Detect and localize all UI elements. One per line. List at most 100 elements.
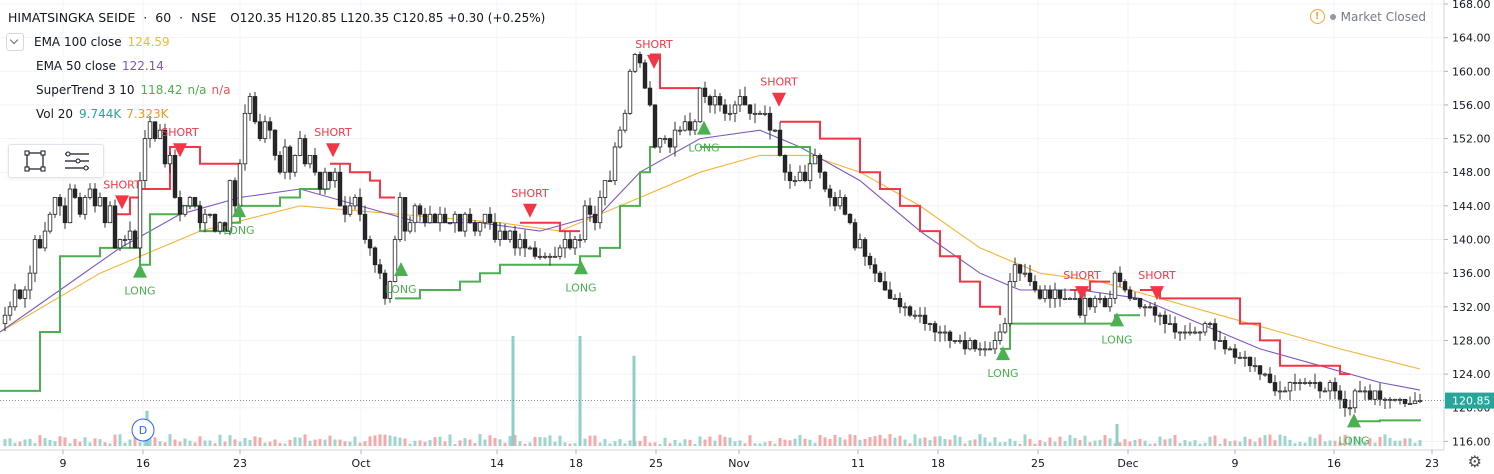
candle-body: [1142, 306, 1148, 309]
volume-bar: [1118, 442, 1122, 446]
volume-bar: [43, 438, 47, 446]
rectangle-select-icon[interactable]: [19, 147, 51, 175]
gear-icon[interactable]: ⚙: [1467, 452, 1482, 471]
candle-body: [1267, 373, 1273, 383]
high-value: 120.85: [294, 11, 337, 25]
price-tick-label: 116.00: [1452, 435, 1491, 448]
volume-bar: [1148, 443, 1152, 446]
time-tick-label: Oct: [351, 457, 371, 470]
price-axis: 168.00 164.00 160.00 156.00 152.00 148.00 144.…: [1443, 0, 1494, 474]
volume-bar: [783, 439, 787, 446]
volume-bar: [1338, 442, 1342, 446]
volume-bar: [848, 434, 852, 446]
collapse-chevron-icon[interactable]: [6, 33, 24, 51]
volume-bar: [1248, 439, 1252, 446]
candle-body: [657, 138, 663, 148]
candle-body: [1162, 314, 1168, 325]
volume-value-2: 7.323K: [126, 107, 169, 121]
volume-bar: [1068, 434, 1072, 446]
volume-bar: [1293, 443, 1297, 446]
candle-body: [487, 213, 493, 224]
candle-body: [1102, 297, 1108, 308]
supertrend-legend[interactable]: SuperTrend 3 10 118.42 n/a n/a: [36, 78, 545, 102]
volume-bar: [73, 439, 77, 446]
long-signal-icon: [697, 120, 711, 135]
short-signal-icon: [115, 195, 129, 210]
candle-body: [357, 197, 363, 215]
close-value: 120.85: [401, 11, 444, 25]
candle-body: [1367, 390, 1373, 400]
volume-bar: [188, 440, 192, 446]
candle-body: [627, 70, 633, 114]
candle-body: [1242, 356, 1248, 359]
candle-body: [632, 54, 638, 72]
ema100-legend[interactable]: EMA 100 close 124.59: [6, 30, 545, 54]
interval[interactable]: 60: [155, 10, 172, 25]
symbol-name[interactable]: HIMATSINGKA SEIDE: [8, 10, 136, 25]
volume-bar: [198, 436, 202, 446]
candle-body: [1202, 323, 1208, 333]
candle-body: [1217, 340, 1223, 342]
candle-body: [537, 255, 543, 258]
time-tick-label: 23: [233, 457, 247, 470]
candle-body: [707, 96, 713, 106]
candle-body: [577, 239, 583, 241]
candle-body: [1177, 331, 1183, 334]
candle-body: [1192, 331, 1198, 334]
volume-bar: [353, 436, 357, 446]
last-price-tag: [1445, 392, 1494, 409]
candle-body: [132, 230, 138, 249]
long-signal-icon: [1110, 312, 1124, 327]
supertrend-down-segment: [330, 162, 395, 199]
volume-bar: [493, 438, 497, 446]
volume-bar: [448, 434, 452, 446]
candle-body: [872, 264, 878, 274]
candle-body: [72, 188, 78, 198]
volume-bar: [523, 443, 527, 446]
candle-body: [127, 230, 133, 240]
volume-bar: [328, 435, 332, 446]
volume-legend[interactable]: Vol 20 9.744K 7.323K: [36, 102, 545, 126]
long-signal-icon: [996, 346, 1010, 361]
time-tick-label: 25: [1031, 457, 1045, 470]
candle-body: [762, 112, 768, 115]
candle-body: [432, 213, 438, 224]
candle-body: [1222, 340, 1228, 350]
candle-body: [212, 213, 218, 232]
candle-body: [277, 155, 283, 173]
candle-body: [907, 306, 913, 316]
drawing-list-icon[interactable]: [61, 147, 93, 175]
candle-body: [1012, 264, 1018, 282]
supertrend-na-2: n/a: [211, 83, 231, 97]
time-tick-label: 14: [490, 457, 504, 470]
candle-body: [1317, 382, 1323, 392]
candle-body: [402, 197, 408, 232]
volume-bar: [1053, 441, 1057, 446]
candle-body: [1282, 390, 1288, 393]
volume-bar: [1358, 436, 1362, 446]
candle-body: [462, 213, 468, 232]
volume-bar: [1093, 440, 1097, 446]
candle-body: [442, 213, 448, 224]
volume-bar: [543, 437, 547, 446]
candle-body: [472, 222, 478, 232]
ema50-legend[interactable]: EMA 50 close 122.14: [36, 54, 545, 78]
market-status[interactable]: ! Market Closed: [1309, 9, 1426, 24]
volume-bar: [1398, 440, 1402, 446]
candle-body: [1037, 289, 1043, 299]
candle-body: [947, 331, 953, 341]
supertrend-label: SuperTrend 3 10: [36, 83, 135, 97]
candle-body: [607, 180, 613, 183]
volume-bar: [1073, 438, 1077, 446]
candle-body: [857, 239, 863, 249]
volume-bar: [478, 434, 482, 446]
volume-bar: [713, 440, 717, 446]
candle-body: [417, 205, 423, 215]
volume-bar: [528, 442, 532, 446]
volume-bar: [893, 437, 897, 446]
candle-body: [162, 129, 168, 165]
price-tick-label: 140.00: [1452, 234, 1491, 247]
candle-body: [332, 171, 338, 182]
candle-body: [97, 197, 103, 207]
